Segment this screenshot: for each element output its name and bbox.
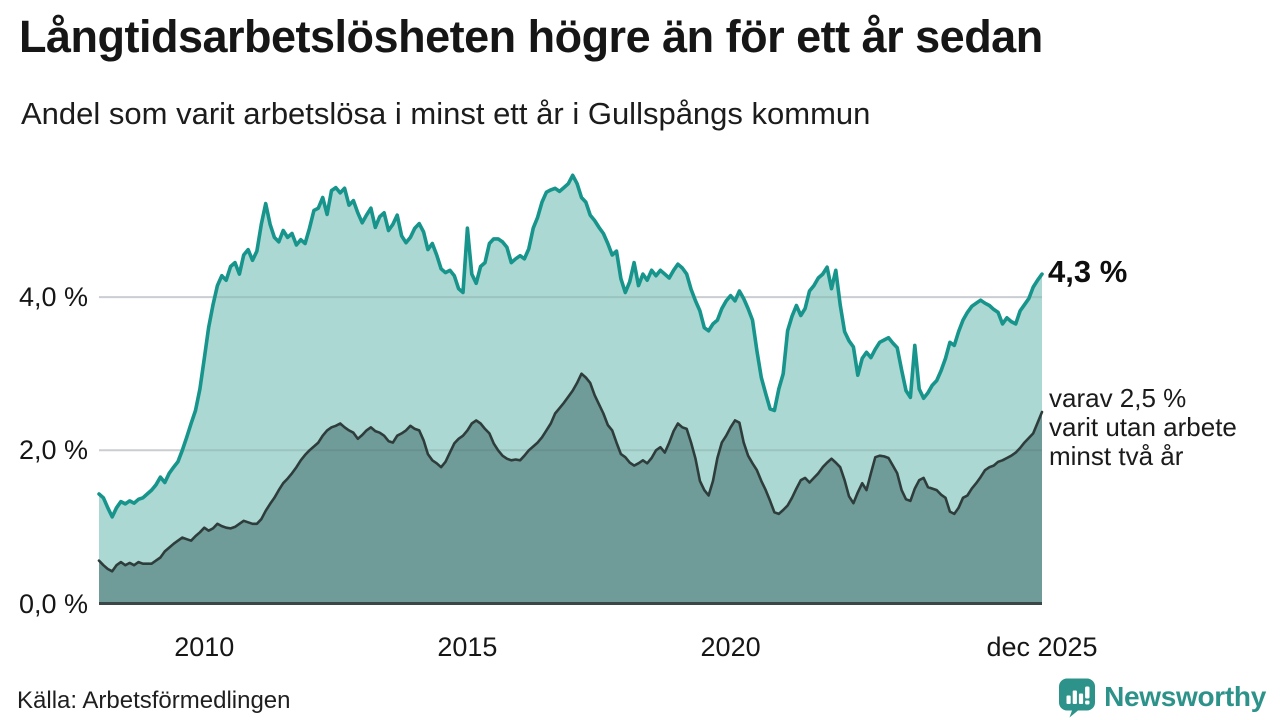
secondary-annotation-line: minst två år xyxy=(1049,441,1184,471)
line-series-1yr xyxy=(97,173,1044,519)
gridlines-overlay xyxy=(99,296,1042,452)
line-series-2yr xyxy=(97,372,1044,573)
source-caption: Källa: Arbetsförmedlingen xyxy=(17,687,291,714)
x-tick-label: 2010 xyxy=(174,632,235,662)
area-series-2yr xyxy=(99,373,1042,604)
latest-value-annotation: 4,3 % xyxy=(1048,254,1128,289)
x-tick-label: 2015 xyxy=(437,632,498,662)
secondary-annotation: varav 2,5 % varit utan arbete minst två … xyxy=(1049,384,1274,471)
brand-lockup: Newsworthy xyxy=(1057,676,1266,718)
page-title: Långtidsarbetslösheten högre än för ett … xyxy=(19,11,1043,62)
y-tick-label: 4,0 % xyxy=(18,282,88,313)
secondary-annotation-line: varav 2,5 % xyxy=(1049,383,1187,413)
newsworthy-logo-icon xyxy=(1059,678,1096,717)
x-tick-label: dec 2025 xyxy=(986,632,1098,662)
page-subtitle: Andel som varit arbetslösa i minst ett å… xyxy=(21,96,871,131)
y-tick-label: 2,0 % xyxy=(18,435,88,466)
x-tick-label: 2020 xyxy=(700,632,761,662)
secondary-annotation-line: varit utan arbete xyxy=(1049,412,1237,442)
y-tick-label: 0,0 % xyxy=(18,588,88,619)
brand-name: Newsworthy xyxy=(1104,681,1266,712)
